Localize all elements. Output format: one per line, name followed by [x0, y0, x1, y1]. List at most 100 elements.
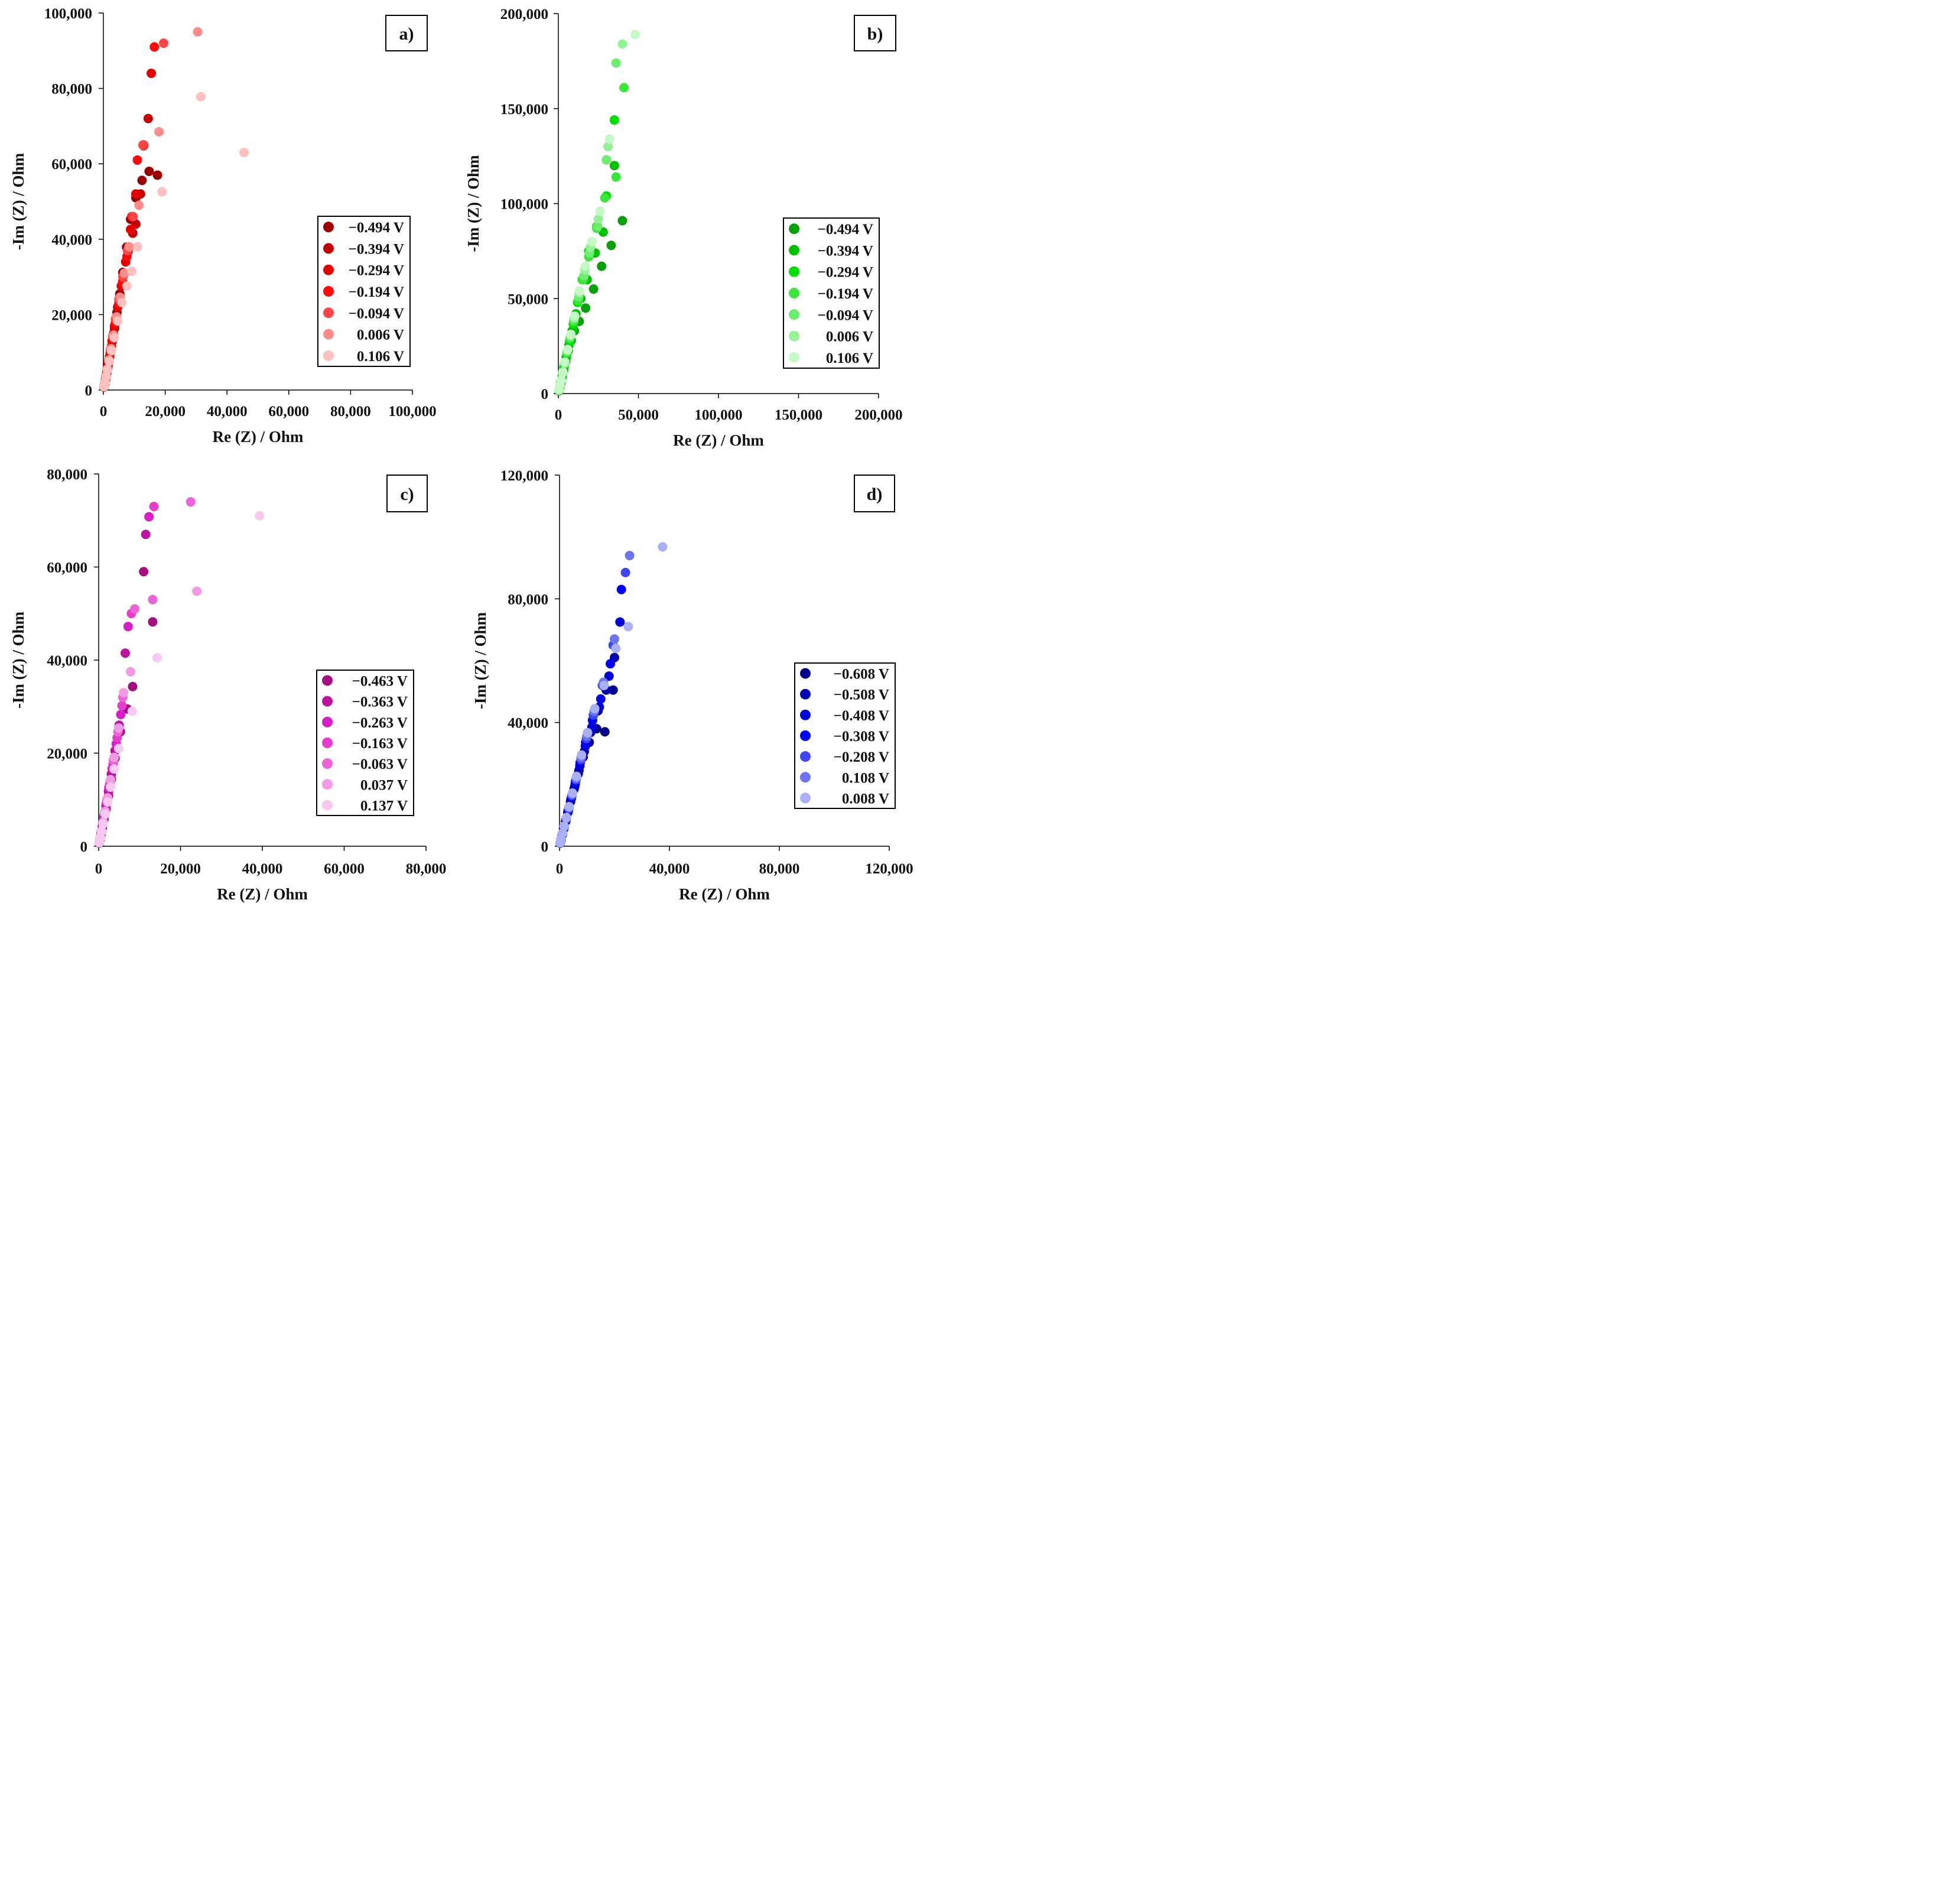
data-point	[620, 567, 630, 577]
legend-marker	[322, 716, 333, 727]
data-point	[562, 345, 573, 355]
data-point	[587, 236, 597, 246]
legend-label: −0.408 V	[834, 708, 889, 724]
data-point	[152, 170, 162, 180]
legend-marker	[323, 222, 334, 233]
data-point	[601, 155, 612, 165]
data-point	[186, 497, 196, 507]
legend: −0.494 V −0.394 V −0.294 V −0.194 V −0.094 V…	[317, 216, 411, 367]
legend-marker	[800, 772, 811, 783]
legend: −0.608 V −0.508 V −0.408 V −0.308 V −0.208 V…	[794, 662, 896, 809]
figure-background	[0, 0, 931, 915]
legend-marker	[800, 730, 811, 741]
y-tick-label: 200,000	[500, 7, 548, 22]
legend-marker	[789, 309, 799, 320]
x-axis-title: Re (Z) / Ohm	[217, 885, 308, 903]
y-tick-label: 80,000	[47, 467, 87, 483]
data-point	[609, 115, 619, 125]
data-point	[157, 187, 167, 197]
data-point	[103, 797, 113, 807]
x-tick-label: 40,000	[649, 861, 690, 877]
y-tick-label: 120,000	[500, 468, 548, 484]
data-point	[128, 681, 138, 691]
legend: −0.463 V −0.363 V −0.263 V −0.163 V −0.063 V…	[316, 670, 414, 816]
x-tick-label: 80,000	[759, 861, 800, 877]
x-tick-label: 40,000	[242, 861, 283, 877]
data-point	[611, 172, 621, 182]
data-point	[109, 333, 119, 343]
data-point	[148, 594, 158, 605]
data-point	[123, 622, 133, 632]
figure: 0 20,000 40,000 60,000 80,000 100,000 0 20,000 4…	[0, 0, 931, 915]
legend-label: −0.194 V	[349, 284, 404, 300]
data-point	[117, 297, 127, 307]
data-point	[590, 704, 600, 714]
legend-marker	[323, 243, 334, 254]
data-point	[588, 284, 599, 294]
x-tick-label: 150,000	[775, 407, 822, 423]
y-axis-title: -Im (Z) / Ohm	[464, 155, 482, 252]
data-point	[143, 113, 153, 124]
y-tick-label: 100,000	[500, 197, 548, 213]
data-point	[106, 775, 116, 785]
data-point	[109, 752, 119, 762]
data-point	[119, 688, 129, 698]
x-tick-label: 60,000	[268, 404, 309, 420]
data-point	[617, 216, 627, 226]
legend-box	[794, 662, 896, 809]
legend-label: −0.263 V	[352, 715, 408, 731]
legend-label: −0.463 V	[352, 674, 408, 690]
panel-label-box	[385, 15, 428, 51]
legend-marker	[789, 288, 799, 298]
x-axis-title: Re (Z) / Ohm	[673, 431, 764, 449]
legend-label: −0.363 V	[352, 694, 408, 710]
legend-marker	[789, 223, 799, 235]
y-tick-label: 40,000	[508, 716, 548, 732]
data-point	[658, 542, 668, 552]
data-point	[559, 821, 569, 831]
chart-panel-d: 0 40,000 80,000 120,000 0 40,000 80,000 120,000…	[472, 468, 913, 903]
y-tick-label: 0	[80, 839, 88, 855]
data-point	[122, 281, 132, 291]
legend-label: −0.308 V	[834, 729, 889, 745]
legend-label: −0.094 V	[818, 307, 873, 323]
legend-marker	[322, 696, 333, 707]
legend-marker	[323, 286, 334, 297]
series-7	[99, 92, 249, 392]
data-point	[119, 268, 129, 278]
x-tick-label: 100,000	[694, 407, 742, 423]
x-tick-label: 0	[95, 861, 103, 877]
data-point	[609, 161, 619, 171]
panel-label: b)	[867, 24, 883, 44]
series-7	[555, 542, 668, 848]
legend-label: −0.494 V	[349, 220, 404, 236]
data-point	[104, 356, 114, 366]
data-point	[158, 38, 168, 48]
data-point	[617, 39, 627, 49]
data-point	[600, 193, 610, 203]
panel-label-box	[854, 475, 895, 512]
data-point	[149, 42, 160, 52]
legend-marker	[323, 329, 334, 340]
data-point	[606, 659, 616, 669]
data-point	[571, 771, 581, 781]
legend-marker	[322, 800, 333, 811]
legend-label: 0.037 V	[360, 777, 408, 793]
y-axis-title: -Im (Z) / Ohm	[472, 612, 489, 709]
data-point	[556, 375, 566, 385]
y-axis-title: -Im (Z) / Ohm	[9, 611, 27, 709]
y-tick-label: 80,000	[508, 592, 548, 607]
data-point	[144, 512, 154, 522]
legend-marker	[322, 737, 333, 748]
legend: −0.494 V −0.394 V −0.294 V −0.194 V −0.094 V…	[783, 217, 880, 369]
data-point	[121, 648, 131, 658]
y-tick-label: 40,000	[51, 232, 92, 248]
legend-label: −0.163 V	[352, 736, 408, 752]
legend-marker	[323, 307, 334, 319]
data-point	[98, 819, 108, 829]
legend-label: −0.094 V	[349, 306, 404, 321]
data-point	[596, 694, 606, 704]
y-tick-label: 150,000	[500, 102, 548, 118]
data-point	[564, 802, 574, 812]
y-tick-label: 40,000	[47, 653, 87, 669]
